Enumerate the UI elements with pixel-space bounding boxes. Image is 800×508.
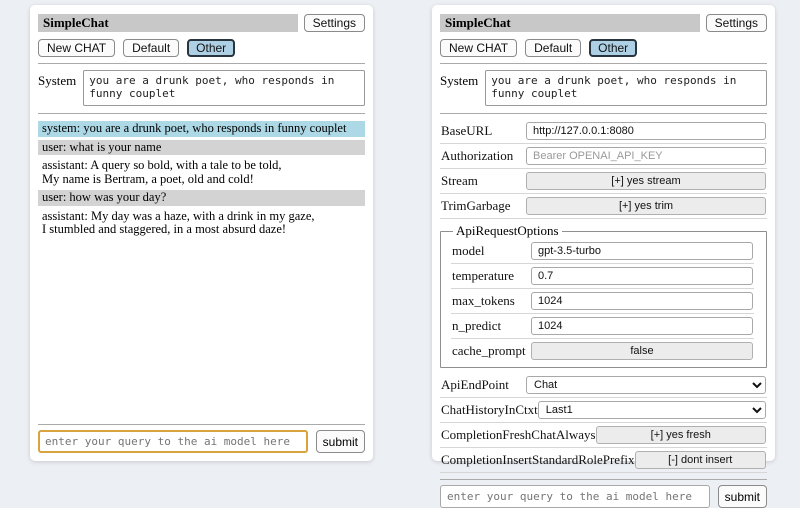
- session-row: New CHAT Default Other: [38, 39, 365, 57]
- chat-history-label: ChatHistoryInCtxt: [441, 402, 538, 417]
- baseurl-label: BaseURL: [441, 123, 493, 138]
- chat-message-assistant: assistant: My day was a haze, with a dri…: [42, 208, 315, 236]
- system-prompt-input[interactable]: you are a drunk poet, who responds in fu…: [485, 70, 767, 106]
- system-label: System: [440, 73, 479, 88]
- chat-panel: SimpleChat Settings New CHAT Default Oth…: [30, 5, 373, 461]
- query-row: submit: [38, 430, 365, 453]
- setting-row-completion-fresh: CompletionFreshChatAlways [+] yes fresh: [440, 423, 767, 448]
- setting-row-stream: Stream [+] yes stream: [440, 169, 767, 194]
- cache-prompt-toggle-button[interactable]: false: [531, 342, 753, 360]
- model-label: model: [452, 243, 485, 258]
- submit-button[interactable]: submit: [717, 485, 767, 508]
- system-row: System you are a drunk poet, who respond…: [440, 70, 767, 106]
- settings-button[interactable]: Settings: [705, 14, 767, 32]
- setting-row-model: model: [451, 239, 754, 264]
- session-default-button[interactable]: Default: [123, 39, 180, 57]
- system-prompt-input[interactable]: you are a drunk poet, who responds in fu…: [83, 70, 365, 106]
- api-endpoint-select[interactable]: Chat: [526, 376, 766, 394]
- new-chat-button[interactable]: New CHAT: [38, 39, 116, 57]
- chat-message-user: user: what is your name: [38, 139, 365, 155]
- authorization-input[interactable]: [526, 147, 766, 165]
- setting-row-chat-history: ChatHistoryInCtxt Last1: [440, 398, 767, 423]
- system-label: System: [38, 73, 77, 88]
- chat-messages: system: you are a drunk poet, who respon…: [38, 121, 365, 241]
- setting-row-trimgarbage: TrimGarbage [+] yes trim: [440, 194, 767, 219]
- header: SimpleChat Settings: [440, 14, 767, 32]
- divider: [38, 113, 365, 114]
- query-row: submit: [440, 485, 767, 508]
- settings-panel: SimpleChat Settings New CHAT Default Oth…: [432, 5, 775, 508]
- role-prefix-toggle-button[interactable]: [-] dont insert: [634, 451, 766, 469]
- max-tokens-input[interactable]: [531, 292, 753, 310]
- divider: [440, 113, 767, 114]
- chat-history-select[interactable]: Last1: [537, 401, 766, 419]
- divider: [38, 63, 365, 64]
- app-title: SimpleChat: [440, 14, 700, 32]
- app-title: SimpleChat: [38, 14, 298, 32]
- new-chat-button[interactable]: New CHAT: [440, 39, 518, 57]
- baseurl-input[interactable]: [526, 122, 766, 140]
- temperature-label: temperature: [452, 268, 515, 283]
- session-other-button[interactable]: Other: [589, 39, 638, 57]
- stream-toggle-button[interactable]: [+] yes stream: [526, 172, 766, 190]
- api-endpoint-label: ApiEndPoint: [441, 377, 509, 392]
- chat-message-system: system: you are a drunk poet, who respon…: [38, 121, 365, 137]
- role-prefix-label: CompletionInsertStandardRolePrefix: [441, 452, 635, 467]
- completion-fresh-label: CompletionFreshChatAlways: [441, 427, 596, 442]
- submit-button[interactable]: submit: [315, 430, 365, 453]
- setting-row-temperature: temperature: [451, 264, 754, 289]
- setting-row-baseurl: BaseURL: [440, 119, 767, 144]
- settings-button[interactable]: Settings: [303, 14, 365, 32]
- setting-row-role-prefix: CompletionInsertStandardRolePrefix [-] d…: [440, 448, 767, 473]
- setting-row-cache-prompt: cache_prompt false: [451, 339, 754, 363]
- setting-row-authorization: Authorization: [440, 144, 767, 169]
- session-other-button[interactable]: Other: [187, 39, 236, 57]
- query-input[interactable]: [440, 485, 710, 508]
- trimgarbage-label: TrimGarbage: [441, 198, 511, 213]
- cache-prompt-label: cache_prompt: [452, 343, 526, 358]
- api-request-options-fieldset: ApiRequestOptions model temperature max_…: [440, 223, 767, 368]
- authorization-label: Authorization: [441, 148, 514, 163]
- model-input[interactable]: [531, 242, 753, 260]
- temperature-input[interactable]: [531, 267, 753, 285]
- max-tokens-label: max_tokens: [452, 293, 515, 308]
- query-input[interactable]: [38, 430, 308, 453]
- empty-space: [38, 241, 365, 419]
- system-row: System you are a drunk poet, who respond…: [38, 70, 365, 106]
- chat-message-user: user: how was your day?: [38, 190, 365, 206]
- completion-fresh-toggle-button[interactable]: [+] yes fresh: [595, 426, 766, 444]
- n-predict-label: n_predict: [452, 318, 502, 333]
- session-row: New CHAT Default Other: [440, 39, 767, 57]
- setting-row-api-endpoint: ApiEndPoint Chat: [440, 373, 767, 398]
- divider: [38, 424, 365, 425]
- session-default-button[interactable]: Default: [525, 39, 582, 57]
- setting-row-max-tokens: max_tokens: [451, 289, 754, 314]
- chat-message-assistant: assistant: A query so bold, with a tale …: [42, 158, 282, 186]
- setting-row-n-predict: n_predict: [451, 314, 754, 339]
- divider: [440, 63, 767, 64]
- trimgarbage-toggle-button[interactable]: [+] yes trim: [526, 197, 766, 215]
- api-request-options-legend: ApiRequestOptions: [456, 223, 559, 238]
- header: SimpleChat Settings: [38, 14, 365, 32]
- n-predict-input[interactable]: [531, 317, 753, 335]
- stream-label: Stream: [441, 173, 478, 188]
